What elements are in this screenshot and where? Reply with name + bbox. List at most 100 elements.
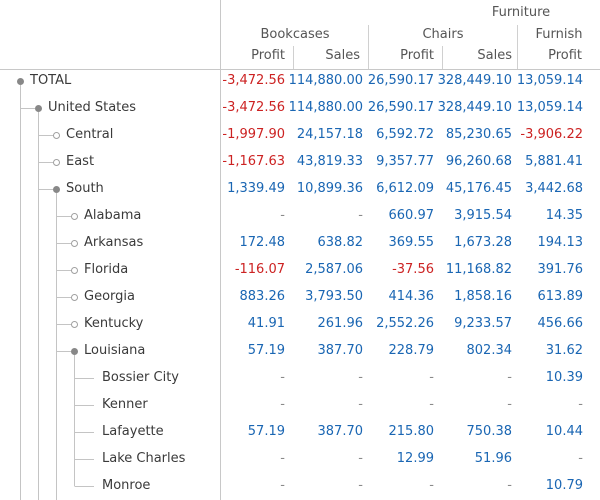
expand-toggle-icon[interactable] [71, 240, 78, 247]
data-cell[interactable]: - [507, 397, 512, 412]
category-header-chairs[interactable]: Chairs [422, 27, 464, 42]
data-cell[interactable]: -1,167.63 [222, 154, 285, 169]
data-cell[interactable]: 96,260.68 [445, 154, 512, 169]
data-cell[interactable]: - [578, 451, 583, 466]
data-cell[interactable]: - [358, 208, 363, 223]
data-cell[interactable]: 1 [528, 181, 600, 197]
row-label[interactable]: Monroe [102, 478, 151, 493]
row-label[interactable]: United States [48, 100, 137, 115]
data-cell[interactable]: 13,059.14 [516, 100, 583, 115]
data-cell[interactable]: 6,612.09 [376, 181, 434, 196]
data-cell[interactable]: - [429, 478, 434, 493]
data-cell[interactable]: 613.89 [537, 289, 584, 304]
data-cell[interactable]: - [280, 478, 285, 493]
row-label[interactable]: Central [66, 127, 114, 142]
data-cell[interactable]: - [280, 451, 285, 466]
data-cell[interactable]: - [507, 370, 512, 385]
data-cell[interactable]: 10.44 [545, 424, 583, 439]
data-cell[interactable]: - [280, 397, 285, 412]
data-cell[interactable]: - [280, 208, 285, 223]
data-cell[interactable]: 228.79 [388, 343, 435, 358]
data-cell[interactable]: - [358, 370, 363, 385]
data-cell[interactable]: - [358, 451, 363, 466]
row-label[interactable]: Lake Charles [102, 451, 186, 466]
data-cell[interactable]: 6,592.72 [376, 127, 434, 142]
data-cell[interactable]: 1,673.28 [454, 235, 512, 250]
data-cell[interactable]: 2,552.26 [376, 316, 434, 331]
measure-header-sales[interactable]: Sales [325, 48, 360, 63]
data-cell[interactable]: - [429, 370, 434, 385]
data-cell[interactable]: 26,590.17 [367, 100, 434, 115]
data-cell[interactable]: 1 [528, 127, 600, 143]
data-cell[interactable]: - [578, 397, 583, 412]
data-cell[interactable]: -116.07 [234, 262, 285, 277]
data-cell[interactable]: -3,906.22 [520, 127, 583, 142]
collapse-toggle-icon[interactable] [53, 186, 60, 193]
data-cell[interactable]: -3,472.56 [222, 73, 285, 88]
measure-header-sales[interactable]: Sales [477, 48, 512, 63]
data-cell[interactable]: 3,793.50 [305, 289, 363, 304]
data-cell[interactable]: 85,230.65 [445, 127, 512, 142]
data-cell[interactable]: - [358, 397, 363, 412]
data-cell[interactable]: -37.56 [392, 262, 434, 277]
data-cell[interactable]: 387.70 [317, 343, 364, 358]
data-cell[interactable]: 10,899.36 [296, 181, 363, 196]
data-cell[interactable]: 328,449.10 [437, 100, 512, 115]
data-cell[interactable]: 802.34 [466, 343, 513, 358]
data-cell[interactable]: 9 [528, 73, 600, 89]
row-label[interactable]: South [66, 181, 104, 196]
data-cell[interactable]: 5,881.41 [525, 154, 583, 169]
collapse-toggle-icon[interactable] [17, 78, 24, 85]
data-cell[interactable]: 1,339.49 [227, 181, 285, 196]
row-label[interactable]: Florida [84, 262, 129, 277]
data-cell[interactable]: 414.36 [388, 289, 435, 304]
data-cell[interactable]: 172.48 [239, 235, 286, 250]
row-label[interactable]: Bossier City [102, 370, 179, 385]
data-cell[interactable]: 3,915.54 [454, 208, 512, 223]
data-cell[interactable]: 31.62 [545, 343, 583, 358]
data-cell[interactable]: 1,858.16 [454, 289, 512, 304]
data-cell[interactable]: 11,168.82 [445, 262, 512, 277]
data-cell[interactable]: 14.35 [545, 208, 583, 223]
data-cell[interactable]: 750.38 [466, 424, 513, 439]
data-cell[interactable]: -3,472.56 [222, 100, 285, 115]
data-cell[interactable]: 261.96 [317, 316, 364, 331]
data-cell[interactable]: 3,442.68 [525, 181, 583, 196]
data-cell[interactable]: 13,059.14 [516, 73, 583, 88]
category-header-bookcases[interactable]: Bookcases [260, 27, 330, 42]
data-cell[interactable]: 12.99 [396, 451, 434, 466]
data-cell[interactable]: - [507, 478, 512, 493]
data-cell[interactable]: 41.91 [247, 316, 285, 331]
data-cell[interactable]: 456.66 [537, 316, 584, 331]
data-cell[interactable]: 57.19 [247, 424, 285, 439]
measure-header-profit[interactable]: Profit [400, 48, 434, 63]
collapse-toggle-icon[interactable] [71, 348, 78, 355]
data-cell[interactable]: 24,157.18 [296, 127, 363, 142]
row-label[interactable]: East [66, 154, 95, 169]
row-label[interactable]: Louisiana [84, 343, 146, 358]
data-cell[interactable]: 51.96 [474, 451, 512, 466]
data-cell[interactable]: 387.70 [317, 424, 364, 439]
data-cell[interactable]: 328,449.10 [437, 73, 512, 88]
data-cell[interactable]: 2,587.06 [305, 262, 363, 277]
measure-header-profit[interactable]: Profit [251, 48, 285, 63]
data-cell[interactable]: 57.19 [247, 343, 285, 358]
row-label[interactable]: Kenner [102, 397, 148, 412]
data-cell[interactable]: 9,233.57 [454, 316, 512, 331]
data-cell[interactable]: - [358, 478, 363, 493]
data-cell[interactable]: 660.97 [388, 208, 435, 223]
data-cell[interactable]: 114,880.00 [288, 100, 363, 115]
data-cell[interactable]: 215.80 [388, 424, 435, 439]
expand-toggle-icon[interactable] [71, 267, 78, 274]
expand-toggle-icon[interactable] [71, 213, 78, 220]
data-cell[interactable]: - [280, 370, 285, 385]
expand-toggle-icon[interactable] [53, 132, 60, 139]
measure-header-profit[interactable]: Profit [548, 48, 582, 63]
data-cell[interactable]: 10.39 [545, 370, 583, 385]
data-cell[interactable]: 9,357.77 [376, 154, 434, 169]
data-cell[interactable]: 2 [528, 154, 600, 170]
data-cell[interactable]: 26,590.17 [367, 73, 434, 88]
data-cell[interactable]: 883.26 [239, 289, 286, 304]
row-label[interactable]: Alabama [84, 208, 142, 223]
row-label[interactable]: Kentucky [84, 316, 144, 331]
